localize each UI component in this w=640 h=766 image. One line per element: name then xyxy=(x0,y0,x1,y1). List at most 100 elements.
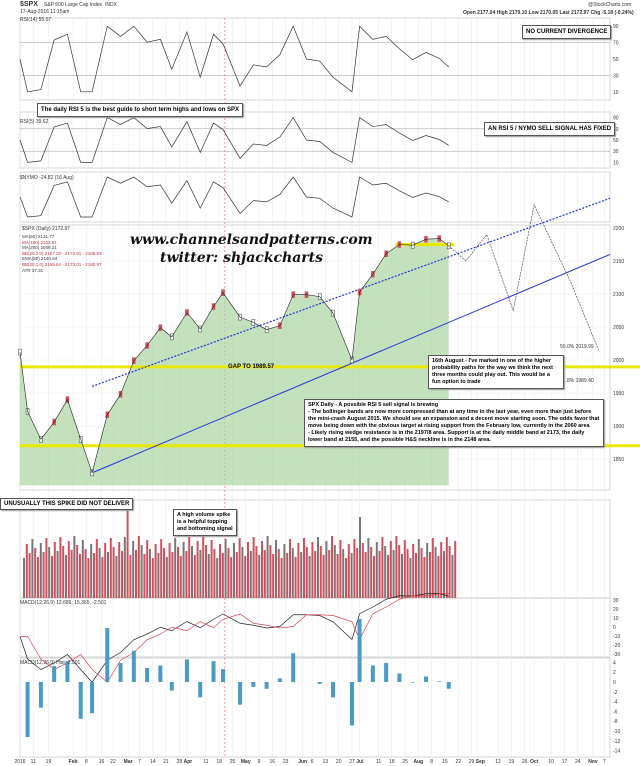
macd-hist-bar xyxy=(410,682,415,683)
volume-bar xyxy=(272,554,275,598)
x-tick-label: 22 xyxy=(110,759,116,765)
volume-bar xyxy=(277,549,280,598)
volume-bar xyxy=(56,551,59,598)
macd-hist-bar xyxy=(184,659,189,682)
fib-50-label: 50.0% 2019.99 xyxy=(560,344,594,350)
macd-tick-label: 30 xyxy=(613,598,619,604)
volume-bar xyxy=(308,556,311,598)
wedge-resistance-line xyxy=(91,197,611,387)
x-tick-label: 28 xyxy=(177,759,183,765)
legend-item: BB(20,2.0) 2157.20 - 2173.01 - 2188.83 xyxy=(22,250,102,256)
x-tick-label: 16 xyxy=(99,759,105,765)
rsi-tick-label: 70 xyxy=(613,127,619,133)
hist-tick-label: -10 xyxy=(613,729,620,735)
panel-frame xyxy=(19,111,611,169)
volume-bar xyxy=(224,539,227,598)
volume-bar xyxy=(188,537,191,598)
volume-bar xyxy=(454,541,457,598)
x-tick-label: 20 xyxy=(336,759,342,765)
hist-tick-label: 4 xyxy=(613,660,616,666)
volume-bar xyxy=(87,558,90,598)
volume-bar xyxy=(347,544,350,598)
x-tick-label: 21 xyxy=(163,759,169,765)
volume-bar xyxy=(185,551,188,598)
source: @StockCharts.com xyxy=(588,2,632,8)
x-tick-label: 11 xyxy=(203,759,208,765)
volume-bar xyxy=(196,541,199,598)
x-tick-label: 11 xyxy=(376,759,381,765)
hist-tick-label: 0 xyxy=(613,680,616,686)
volume-bar xyxy=(157,553,160,598)
x-tick-label: 7 xyxy=(603,759,606,765)
volume-bar xyxy=(210,540,213,598)
volume-bar xyxy=(168,543,171,598)
index-name: S&P 500 Large Cap Index xyxy=(44,2,103,8)
volume-bar xyxy=(48,547,51,598)
volume-bar xyxy=(165,557,168,598)
macd-hist-label: MACD(12,26,9) Hist -2.501 xyxy=(20,660,81,666)
rising-support-line xyxy=(91,253,611,474)
x-tick-label: 25 xyxy=(402,759,408,765)
volume-bar xyxy=(45,538,48,598)
volume-bar xyxy=(42,552,45,598)
y-tick-label: 1900 xyxy=(613,424,624,430)
volume-bar xyxy=(216,558,219,598)
spx-daily-point-2: - Likely rising wedge resistance is in t… xyxy=(308,430,585,443)
volume-bar xyxy=(95,539,98,598)
macd-hist-bar xyxy=(158,665,163,682)
x-tick-label: 14 xyxy=(150,759,156,765)
legend-item: MA(100) 2102.01 xyxy=(22,239,57,245)
volume-bar xyxy=(76,545,79,598)
macd-hist-bar xyxy=(291,653,296,682)
x-tick-label: May xyxy=(241,759,251,765)
volume-bar xyxy=(303,538,305,598)
macd-hist-bar xyxy=(78,682,83,719)
volume-bar xyxy=(62,546,65,598)
volume-bar xyxy=(331,536,333,598)
volume-bar xyxy=(395,536,398,598)
volume-bar xyxy=(213,549,216,598)
volume-bar xyxy=(247,542,249,598)
volume-bar xyxy=(398,545,401,598)
volume-bar xyxy=(389,541,392,598)
x-tick-label: Aug xyxy=(414,759,424,765)
no-divergence-note: NO CURRENT DIVERGENCE xyxy=(522,25,612,39)
volume-bar xyxy=(286,553,289,598)
macd-hist-bar xyxy=(118,663,123,682)
volume-bar xyxy=(70,550,73,598)
x-tick-label: Jul xyxy=(356,759,364,765)
volume-bar xyxy=(90,544,93,598)
volume-bar xyxy=(275,540,277,598)
x-tick-label: 26 xyxy=(522,759,528,765)
volume-bar xyxy=(202,536,205,598)
volume-spike-note: A high volume spike is a helpful topping… xyxy=(173,509,237,536)
volume-bar xyxy=(289,539,291,598)
volume-bar xyxy=(339,540,342,598)
price-label: $SPX (Daily) 2172.97 xyxy=(22,226,71,232)
y-tick-label: 1850 xyxy=(613,457,624,463)
volume-bar xyxy=(417,539,420,598)
volume-bar xyxy=(233,543,235,598)
volume-bar xyxy=(258,555,261,598)
x-tick-label: 12 xyxy=(495,759,501,765)
volume-bar xyxy=(160,539,163,598)
x-tick-label: 8 xyxy=(430,759,433,765)
volume-bar xyxy=(37,557,39,598)
macd-hist-bar xyxy=(397,673,402,682)
macd-hist-bar xyxy=(357,618,362,682)
volume-bar xyxy=(65,555,67,598)
rsi-tick-label: 10 xyxy=(613,90,619,96)
nymo-label: $NYMO -24.82 (16 Aug) xyxy=(20,175,74,181)
volume-bar xyxy=(205,545,207,598)
x-tick-label: 15 xyxy=(442,759,448,765)
volume-bar xyxy=(143,554,146,598)
macd-hist-bar xyxy=(211,661,216,682)
x-tick-label: 7 xyxy=(138,759,141,765)
volume-bar xyxy=(328,550,331,598)
rsi-tick-label: 70 xyxy=(613,41,619,47)
volume-bar xyxy=(359,517,361,598)
volume-bar xyxy=(412,544,415,598)
volume-bar xyxy=(384,546,387,598)
macd-hist-bar xyxy=(105,628,110,682)
